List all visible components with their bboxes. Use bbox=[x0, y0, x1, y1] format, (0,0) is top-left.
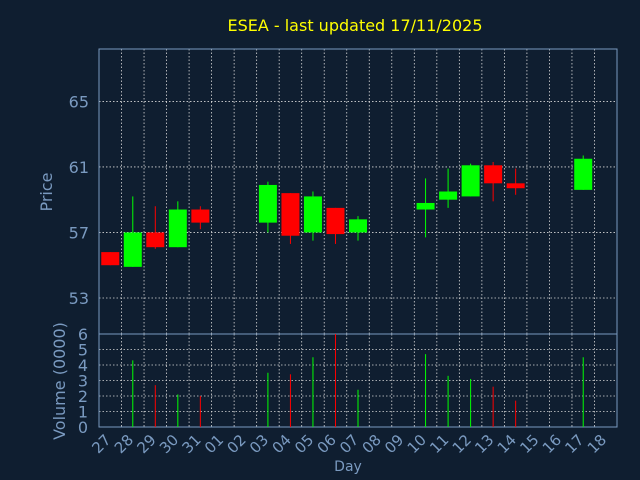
candle-body bbox=[484, 165, 503, 184]
candle-27 bbox=[101, 252, 120, 266]
candle-body bbox=[461, 165, 480, 197]
volume-tick-label: 2 bbox=[78, 387, 88, 406]
candle-body bbox=[349, 219, 367, 233]
candle-04 bbox=[281, 193, 300, 244]
candle-body bbox=[146, 232, 165, 248]
candle-body bbox=[326, 207, 345, 235]
candle-series bbox=[101, 155, 593, 267]
volume-tick-label: 3 bbox=[78, 372, 88, 391]
candle-body bbox=[191, 209, 210, 223]
x-tick-label: 18 bbox=[584, 431, 610, 457]
volume-tick-label: 1 bbox=[78, 403, 88, 422]
price-grid bbox=[99, 49, 617, 334]
candle-06 bbox=[326, 207, 345, 244]
candle-10 bbox=[416, 178, 435, 238]
x-axis-label: Day bbox=[334, 459, 362, 475]
volume-tick-label: 4 bbox=[78, 356, 88, 375]
candle-31 bbox=[191, 206, 210, 230]
volume-axis-label: Volume (0000) bbox=[50, 322, 69, 440]
candle-body bbox=[258, 184, 277, 223]
candle-13 bbox=[484, 162, 503, 202]
candle-30 bbox=[168, 201, 187, 248]
price-tick-label: 65 bbox=[69, 92, 89, 111]
candle-body bbox=[168, 209, 187, 248]
candle-12 bbox=[461, 163, 480, 197]
candle-body bbox=[506, 183, 525, 189]
chart-title: ESEA - last updated 17/11/2025 bbox=[227, 16, 482, 35]
price-axis-ticks: 53 57 61 65 bbox=[69, 92, 89, 308]
candle-14 bbox=[506, 168, 525, 195]
candle-05 bbox=[303, 191, 322, 241]
candle-body bbox=[281, 193, 300, 236]
candle-28 bbox=[123, 196, 142, 267]
candle-17 bbox=[574, 155, 593, 190]
price-axis-label: Price bbox=[37, 172, 56, 211]
candle-03 bbox=[258, 181, 277, 233]
price-panel-frame bbox=[98, 48, 618, 335]
volume-series bbox=[132, 334, 584, 427]
candle-body bbox=[123, 232, 142, 267]
volume-tick-label: 6 bbox=[78, 325, 88, 344]
price-tick-label: 61 bbox=[69, 158, 89, 177]
volume-tick-label: 5 bbox=[78, 341, 88, 360]
candle-07 bbox=[349, 216, 367, 241]
price-tick-label: 53 bbox=[69, 289, 89, 308]
price-tick-label: 57 bbox=[69, 223, 89, 242]
candle-body bbox=[101, 252, 120, 266]
candle-body bbox=[416, 202, 435, 210]
candle-body bbox=[303, 196, 322, 233]
candle-body bbox=[574, 158, 593, 190]
candle-body bbox=[439, 191, 458, 200]
volume-tick-label: 0 bbox=[78, 418, 88, 437]
candle-11 bbox=[439, 168, 458, 208]
x-axis-ticks: 2728293031010203040506070809101112131415… bbox=[88, 431, 610, 457]
candle-29 bbox=[146, 206, 165, 249]
